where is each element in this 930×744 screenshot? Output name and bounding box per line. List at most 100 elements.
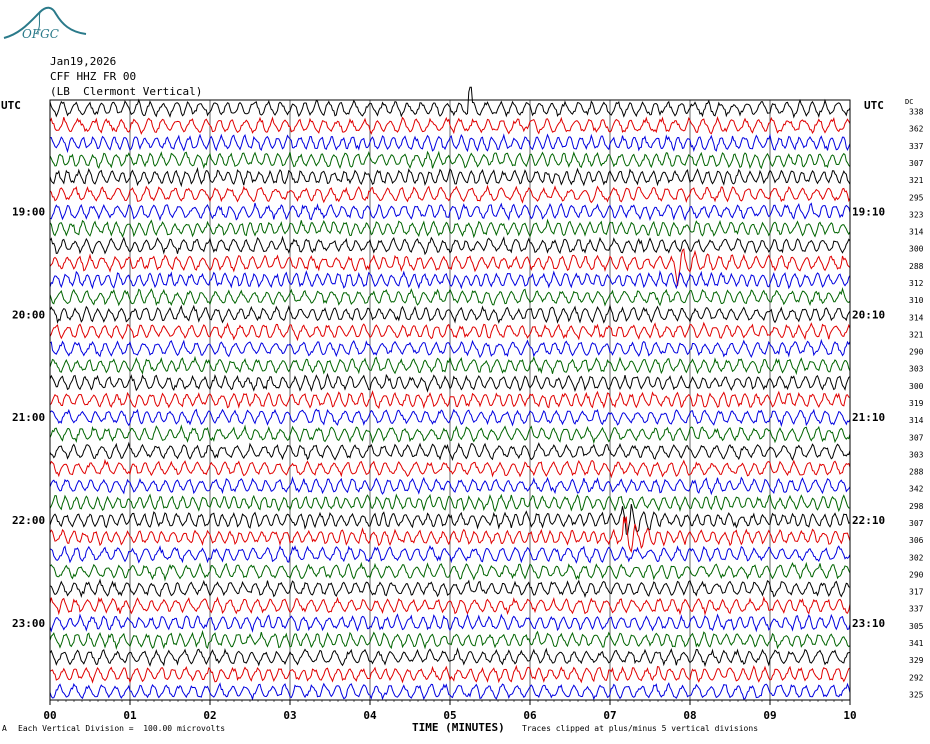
x-tick-label: 01 [123, 709, 137, 722]
header-station: CFF HHZ FR 00 [50, 70, 137, 83]
trace-row [49, 476, 851, 496]
plot-frame: 00 01 02 03 04 05 06 07 08 09 10 19:00 20:00 21:00 22:… [12, 99, 924, 722]
right-time-label: 22:10 [852, 514, 885, 527]
header-date: Jan19,2026 [50, 55, 117, 68]
dc-offset-label: 362 [909, 125, 924, 134]
dc-offset-label: 314 [909, 228, 924, 237]
trace-row [49, 184, 851, 204]
trace-row [49, 150, 851, 170]
trace-row [49, 235, 851, 256]
dc-offset-label: 314 [909, 416, 924, 425]
dc-label: DC [905, 98, 914, 106]
utc-left-label: UTC [1, 99, 21, 112]
dc-offset-label: 323 [909, 210, 924, 219]
dc-offset-label: 305 [909, 622, 924, 631]
dc-offset-label: 303 [909, 450, 924, 459]
dc-offset-label: 314 [909, 313, 924, 322]
trace-row [49, 441, 851, 462]
trace-row [49, 516, 851, 553]
trace-row [49, 287, 851, 307]
dc-offset-label: 298 [909, 502, 924, 511]
header-location: (LB Clermont Vertical) [50, 85, 203, 98]
trace-row [49, 355, 851, 376]
x-tick-label: 06 [523, 709, 537, 722]
trace-row [49, 133, 851, 154]
trace-row [49, 613, 851, 633]
trace-row [49, 629, 851, 650]
x-tick-label: 07 [603, 709, 616, 722]
x-tick-label: 02 [203, 709, 216, 722]
dc-offset-label: 319 [909, 399, 924, 408]
x-tick-label: 09 [763, 709, 776, 722]
left-time-label: 23:00 [12, 617, 45, 630]
dc-offset-label: 300 [909, 382, 924, 391]
trace-row [49, 166, 851, 188]
trace-row [49, 682, 851, 701]
left-time-label: 19:00 [12, 205, 45, 218]
trace-row [49, 270, 851, 290]
dc-offset-label: 303 [909, 365, 924, 374]
trace-row [49, 493, 851, 513]
x-tick-label: 00 [43, 709, 56, 722]
x-tick-label: 10 [843, 709, 856, 722]
dc-offset-label: 338 [909, 108, 924, 117]
trace-row [49, 424, 851, 445]
trace-row [49, 321, 851, 342]
dc-offset-label: 306 [909, 536, 924, 545]
right-time-label: 19:10 [852, 205, 885, 218]
scale-note: Each Vertical Division = 100.00 microvol… [18, 724, 226, 733]
dc-offset-label: 329 [909, 656, 924, 665]
trace-row [49, 408, 851, 428]
left-time-label: 22:00 [12, 514, 45, 527]
trace-row [49, 561, 851, 582]
trace-row [49, 86, 851, 119]
dc-offset-label: 337 [909, 605, 924, 614]
dc-offset-label: 321 [909, 176, 924, 185]
trace-row [49, 116, 851, 135]
logo-text: OFGC [22, 27, 59, 41]
dc-offset-label: 312 [909, 279, 924, 288]
dc-offset-label: 325 [909, 690, 924, 699]
right-time-label: 20:10 [852, 308, 885, 321]
trace-row [49, 503, 851, 536]
dc-offset-label: 317 [909, 588, 924, 597]
dc-offset-label: 290 [909, 570, 924, 579]
trace-row [49, 303, 851, 325]
trace-row [49, 390, 851, 410]
dc-offset-label: 292 [909, 673, 924, 682]
trace-row [49, 578, 851, 599]
trace-row [49, 218, 851, 239]
dc-offset-label: 342 [909, 485, 924, 494]
dc-offset-label: 300 [909, 245, 924, 254]
x-tick-label: 04 [363, 709, 377, 722]
clip-note: Traces clipped at plus/minus 5 vertical … [522, 724, 759, 733]
trace-row [49, 544, 851, 564]
right-time-label: 23:10 [852, 617, 885, 630]
seismic-traces [49, 86, 851, 701]
trace-row [49, 372, 851, 393]
dc-offset-label: 341 [909, 639, 924, 648]
mountain-logo-icon [3, 6, 87, 39]
trace-row [49, 248, 851, 287]
x-tick-label: 03 [283, 709, 296, 722]
dc-offset-label: 288 [909, 262, 924, 271]
trace-row [49, 338, 851, 359]
left-time-label: 20:00 [12, 308, 45, 321]
left-time-label: 21:00 [12, 411, 45, 424]
trace-row [49, 458, 851, 479]
dc-offset-label: 307 [909, 433, 924, 442]
dc-offset-label: 290 [909, 348, 924, 357]
dc-offset-label: 337 [909, 142, 924, 151]
dc-offset-label: 288 [909, 468, 924, 477]
x-axis-title: TIME (MINUTES) [412, 721, 505, 734]
dc-offset-label: 302 [909, 553, 924, 562]
trace-row [49, 664, 851, 684]
x-tick-label: 08 [683, 709, 696, 722]
dc-offset-label: 307 [909, 159, 924, 168]
dc-offset-label: 310 [909, 296, 924, 305]
right-time-label: 21:10 [852, 411, 885, 424]
scale-prefix: A [2, 724, 7, 733]
trace-row [49, 647, 851, 668]
dc-offset-label: 321 [909, 330, 924, 339]
